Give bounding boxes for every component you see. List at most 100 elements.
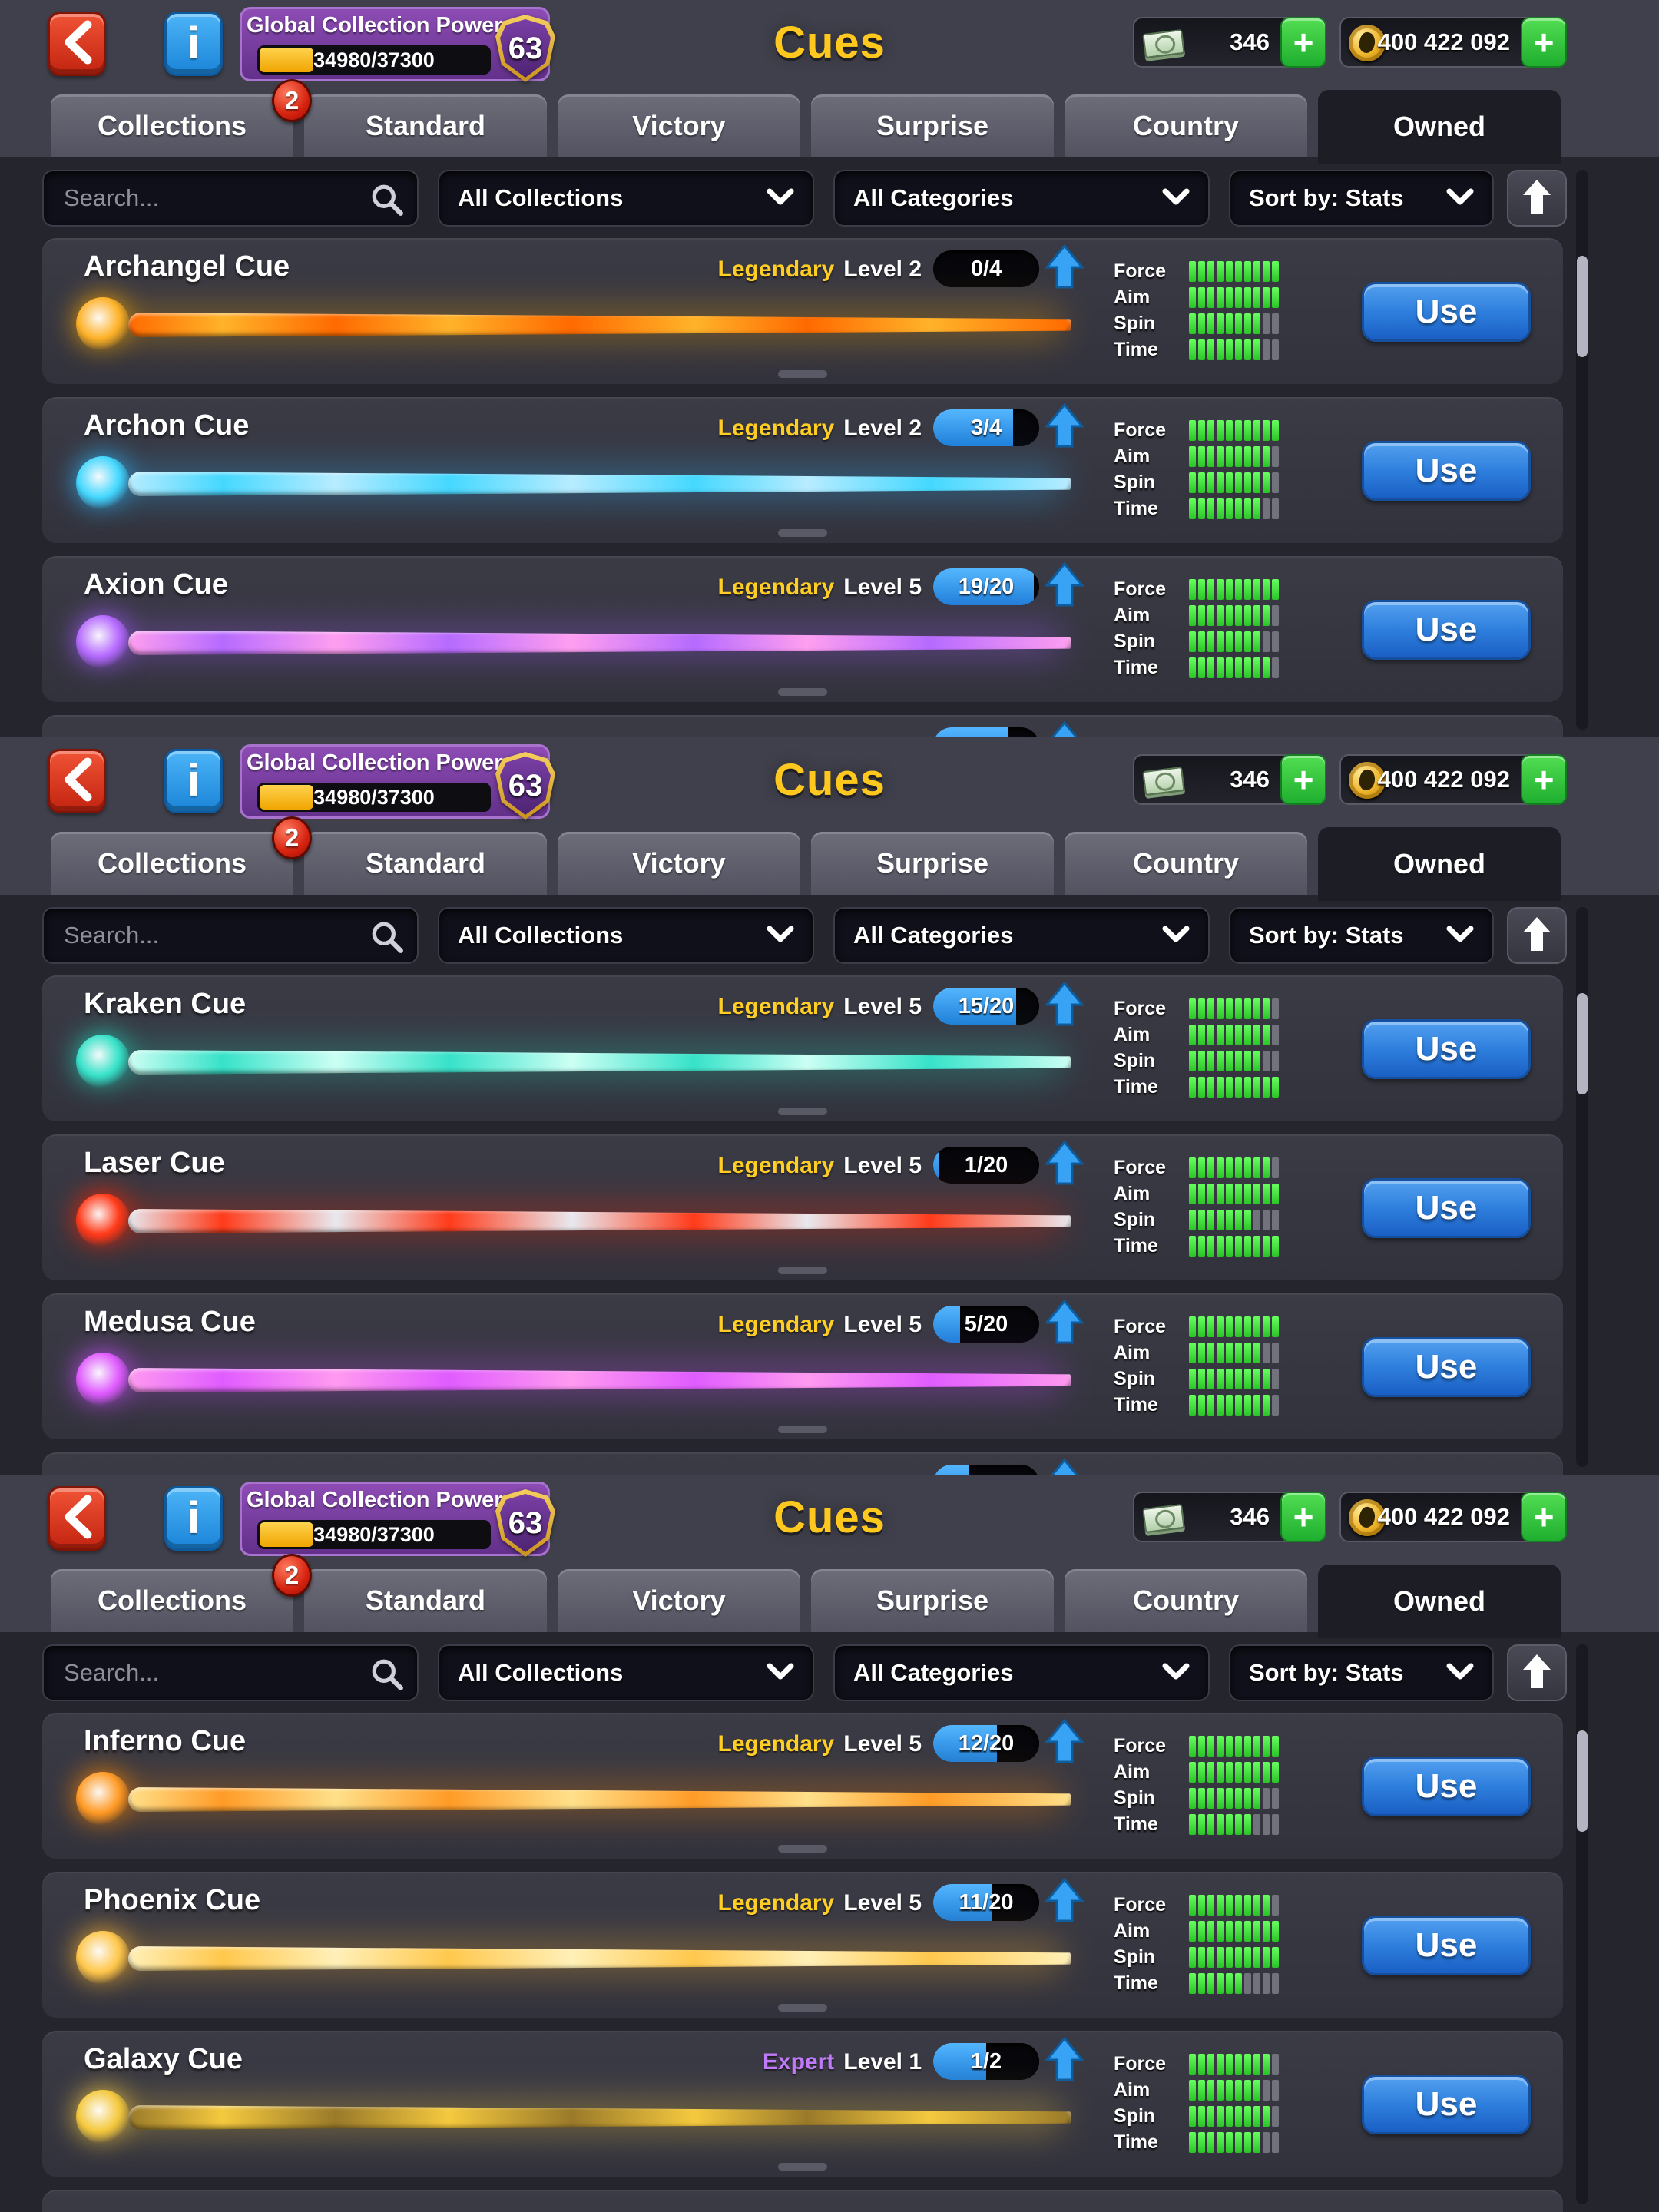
search-input[interactable] (44, 171, 417, 225)
cue-card-partial[interactable] (42, 2190, 1563, 2212)
collections-dropdown[interactable]: All Collections (438, 907, 814, 964)
add-coins-button[interactable]: + (1521, 754, 1567, 805)
sort-direction-button[interactable] (1507, 170, 1567, 227)
sort-dropdown[interactable]: Sort by: Stats (1229, 170, 1494, 227)
add-coins-button[interactable]: + (1521, 17, 1567, 68)
use-button[interactable]: Use (1362, 1757, 1531, 1816)
upgrade-arrow-icon[interactable] (1044, 1877, 1085, 1926)
tab-owned[interactable]: Owned (1318, 90, 1561, 164)
cue-card[interactable]: Kraken Cue Legendary Level 5 15/20 Force Aim S… (42, 975, 1563, 1121)
use-button[interactable]: Use (1362, 1178, 1531, 1238)
sort-dropdown[interactable]: Sort by: Stats (1229, 907, 1494, 964)
tab-owned[interactable]: Owned (1318, 827, 1561, 901)
back-button[interactable] (48, 1486, 106, 1551)
tab-country[interactable]: Country (1065, 94, 1307, 157)
tab-surprise[interactable]: Surprise (811, 94, 1054, 157)
info-button[interactable]: i (164, 1486, 223, 1551)
use-button[interactable]: Use (1362, 2075, 1531, 2134)
upgrade-arrow-icon[interactable] (1044, 1718, 1085, 1767)
upgrade-arrow-icon[interactable] (1044, 243, 1085, 293)
cue-card[interactable]: Phoenix Cue Legendary Level 5 11/20 Force Aim… (42, 1872, 1563, 2018)
tab-owned[interactable]: Owned (1318, 1565, 1561, 1638)
search-input[interactable] (44, 909, 417, 962)
categories-dropdown[interactable]: All Categories (833, 1644, 1210, 1701)
tab-victory[interactable]: Victory (558, 1569, 800, 1632)
scrollbar-track[interactable] (1576, 170, 1588, 730)
cue-name: Laser Cue (84, 1147, 225, 1179)
tab-collections[interactable]: Collections 2 (51, 79, 312, 157)
tab-country[interactable]: Country (1065, 832, 1307, 895)
stat-bar (1189, 1342, 1279, 1363)
upgrade-arrow-icon[interactable] (1044, 2036, 1085, 2085)
add-cash-button[interactable]: + (1280, 754, 1326, 805)
tab-collections[interactable]: Collections 2 (51, 1554, 312, 1632)
tab-surprise[interactable]: Surprise (811, 832, 1054, 895)
add-cash-button[interactable]: + (1280, 1492, 1326, 1542)
cue-card[interactable]: Axion Cue Legendary Level 5 19/20 Force Aim Sp… (42, 556, 1563, 702)
add-coins-button[interactable]: + (1521, 1492, 1567, 1542)
scrollbar-thumb[interactable] (1577, 256, 1588, 357)
use-button[interactable]: Use (1362, 282, 1531, 342)
use-button[interactable]: Use (1362, 1019, 1531, 1079)
scrollbar-thumb[interactable] (1577, 993, 1588, 1094)
info-button[interactable]: i (164, 12, 223, 76)
stat-segment (1207, 1235, 1214, 1257)
stat-row: Force (1114, 1892, 1279, 1918)
categories-dropdown[interactable]: All Categories (833, 907, 1210, 964)
tab-collections[interactable]: Collections 2 (51, 816, 312, 895)
stat-segment (1207, 657, 1214, 678)
tab-standard[interactable]: Standard (304, 94, 547, 157)
cue-card[interactable]: Archangel Cue Legendary Level 2 0/4 Force Aim… (42, 238, 1563, 384)
sort-direction-button[interactable] (1507, 907, 1567, 964)
tab-standard[interactable]: Standard (304, 1569, 547, 1632)
cue-card[interactable]: Galaxy Cue Expert Level 1 1/2 Force Aim Spin Ti… (42, 2031, 1563, 2177)
use-button[interactable]: Use (1362, 1916, 1531, 1975)
scrollbar-track[interactable] (1576, 1644, 1588, 2204)
global-collection-power-badge[interactable]: Global Collection Power 34980/37300 63 (240, 1482, 555, 1557)
notification-badge: 2 (272, 816, 312, 859)
add-cash-button[interactable]: + (1280, 17, 1326, 68)
use-button[interactable]: Use (1362, 1337, 1531, 1397)
cue-card-partial[interactable] (42, 1452, 1563, 1475)
tab-victory[interactable]: Victory (558, 94, 800, 157)
tab-victory[interactable]: Victory (558, 832, 800, 895)
back-button[interactable] (48, 749, 106, 813)
cue-card[interactable]: Laser Cue Legendary Level 5 1/20 Force Aim Spi… (42, 1134, 1563, 1280)
sort-direction-button[interactable] (1507, 1644, 1567, 1701)
sort-dropdown[interactable]: Sort by: Stats (1229, 1644, 1494, 1701)
stat-row: Time (1114, 336, 1279, 363)
tab-standard[interactable]: Standard (304, 832, 547, 895)
cue-card-partial[interactable] (42, 715, 1563, 737)
scrollbar-track[interactable] (1576, 907, 1588, 1467)
collections-dropdown[interactable]: All Collections (438, 170, 814, 227)
stat-segment (1244, 472, 1251, 493)
global-collection-power-badge[interactable]: Global Collection Power 34980/37300 63 (240, 7, 555, 82)
cue-card[interactable]: Inferno Cue Legendary Level 5 12/20 Force Aim… (42, 1713, 1563, 1859)
scrollbar-thumb[interactable] (1577, 1730, 1588, 1832)
upgrade-arrow-icon[interactable] (1045, 720, 1084, 737)
upgrade-arrow-icon[interactable] (1045, 1458, 1084, 1475)
info-button[interactable]: i (164, 749, 223, 813)
upgrade-arrow-icon[interactable] (1044, 981, 1085, 1030)
categories-dropdown[interactable]: All Categories (833, 170, 1210, 227)
notification-badge: 2 (272, 79, 312, 122)
cue-rarity: Legendary Level 5 (503, 994, 922, 1020)
tab-country[interactable]: Country (1065, 1569, 1307, 1632)
stat-segment (1244, 1235, 1251, 1257)
tab-surprise[interactable]: Surprise (811, 1569, 1054, 1632)
cue-card[interactable]: Archon Cue Legendary Level 2 3/4 Force Aim Spi… (42, 397, 1563, 543)
collections-dropdown[interactable]: All Collections (438, 1644, 814, 1701)
upgrade-arrow-icon[interactable] (1044, 1140, 1085, 1189)
progress-fill (933, 1147, 940, 1184)
upgrade-arrow-icon[interactable] (1044, 561, 1085, 611)
use-button[interactable]: Use (1362, 441, 1531, 501)
stat-bar (1189, 1183, 1279, 1204)
search-input[interactable] (44, 1646, 417, 1700)
cue-card[interactable]: Medusa Cue Legendary Level 5 5/20 Force Aim Sp… (42, 1293, 1563, 1439)
global-collection-power-badge[interactable]: Global Collection Power 34980/37300 63 (240, 744, 555, 820)
stat-segment (1263, 631, 1270, 652)
upgrade-arrow-icon[interactable] (1044, 402, 1085, 452)
upgrade-arrow-icon[interactable] (1044, 1299, 1085, 1348)
back-button[interactable] (48, 12, 106, 76)
use-button[interactable]: Use (1362, 600, 1531, 660)
